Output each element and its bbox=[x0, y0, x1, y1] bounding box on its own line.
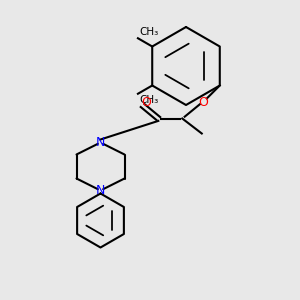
Text: CH₃: CH₃ bbox=[140, 27, 159, 37]
Text: N: N bbox=[96, 184, 105, 197]
Text: N: N bbox=[96, 136, 105, 149]
Text: O: O bbox=[141, 95, 151, 109]
Text: O: O bbox=[198, 95, 208, 109]
Text: CH₃: CH₃ bbox=[140, 95, 159, 105]
